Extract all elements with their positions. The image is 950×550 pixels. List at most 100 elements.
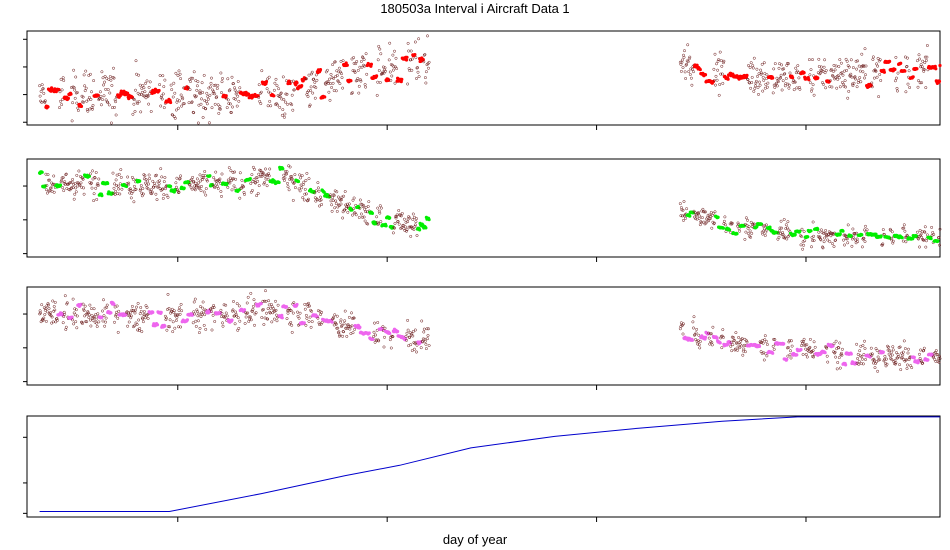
data-point: [228, 88, 232, 92]
data-point: [895, 76, 898, 80]
data-point: [729, 340, 733, 344]
data-point: [906, 82, 910, 86]
plot-frame: [26, 30, 941, 126]
data-point: [686, 43, 690, 47]
data-point: [685, 62, 689, 66]
data-point: [100, 194, 104, 198]
data-point: [310, 320, 314, 324]
data-point: [199, 179, 202, 183]
data-point: [741, 353, 745, 357]
data-point: [831, 74, 834, 77]
data-point: [292, 88, 296, 92]
data-point: [272, 88, 276, 92]
data-point: [238, 319, 242, 323]
data-point: [94, 317, 98, 321]
data-point: [160, 175, 164, 179]
data-point: [763, 338, 767, 342]
data-point: [337, 330, 341, 334]
data-point: [103, 75, 107, 78]
data-point: [132, 98, 136, 102]
data-point: [174, 185, 178, 189]
data-point: [296, 179, 301, 184]
data-point: [213, 186, 217, 190]
data-point: [173, 116, 177, 120]
data-point: [406, 41, 410, 45]
data-point: [812, 93, 816, 97]
data-point: [891, 241, 895, 245]
data-point: [174, 313, 178, 317]
data-point: [424, 70, 428, 74]
data-point: [358, 65, 362, 69]
data-point: [369, 62, 373, 66]
data-point: [856, 352, 860, 356]
data-point: [404, 58, 409, 62]
data-point: [406, 220, 410, 224]
data-point: [809, 68, 813, 72]
data-point: [329, 193, 332, 197]
data-point: [721, 226, 726, 230]
data-point: [72, 197, 76, 201]
data-point: [116, 184, 120, 188]
data-point: [99, 103, 103, 107]
data-point: [147, 182, 151, 186]
data-point: [316, 309, 320, 313]
data-point: [160, 187, 164, 191]
data-point: [923, 61, 927, 65]
data-point: [681, 332, 685, 336]
data-point: [362, 58, 366, 62]
data-point: [707, 219, 711, 223]
data-point: [807, 78, 811, 82]
data-point: [137, 73, 141, 77]
data-point: [904, 240, 908, 244]
data-point: [417, 37, 421, 41]
data-point: [286, 102, 289, 106]
data-point: [376, 321, 380, 324]
data-point: [61, 97, 65, 101]
data-point: [915, 67, 919, 71]
data-point: [841, 73, 845, 77]
data-point: [773, 338, 777, 341]
data-point: [742, 347, 746, 351]
data-point: [179, 93, 183, 97]
data-point: [863, 347, 867, 350]
data-point: [216, 83, 220, 87]
data-point: [382, 345, 386, 349]
data-point: [210, 328, 214, 332]
data-point: [679, 214, 683, 218]
data-point: [131, 190, 135, 194]
data-point: [404, 220, 408, 224]
data-point: [919, 359, 923, 363]
data-point: [839, 61, 843, 65]
data-point: [778, 62, 781, 66]
data-point: [142, 310, 146, 313]
data-point: [153, 183, 157, 187]
data-point: [886, 348, 890, 352]
data-point: [860, 355, 864, 359]
data-point: [136, 328, 140, 332]
data-point: [188, 183, 191, 187]
data-point: [313, 191, 317, 195]
data-point: [71, 297, 75, 301]
data-point: [265, 173, 268, 177]
data-point: [98, 90, 102, 94]
data-point: [694, 331, 698, 335]
data-point: [923, 230, 927, 234]
data-point: [343, 190, 347, 193]
data-point: [175, 176, 179, 180]
data-point: [803, 239, 807, 243]
data-point: [921, 361, 925, 365]
data-point: [319, 195, 322, 199]
data-point: [692, 326, 695, 330]
data-point: [264, 167, 267, 171]
data-point: [922, 68, 926, 71]
data-point: [232, 300, 235, 303]
data-point: [838, 85, 842, 89]
data-point: [782, 218, 786, 221]
data-point: [330, 209, 334, 213]
data-point: [112, 186, 116, 190]
data-point: [103, 80, 107, 84]
data-point: [225, 314, 229, 318]
data-point: [63, 180, 67, 184]
data-point: [272, 94, 276, 98]
data-point: [922, 230, 926, 234]
